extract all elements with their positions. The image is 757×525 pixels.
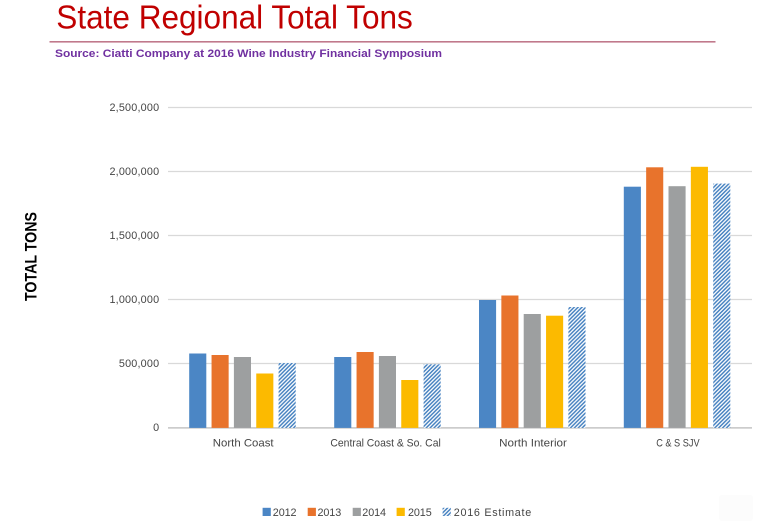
svg-text:2014: 2014 bbox=[362, 507, 386, 519]
svg-text:Central Coast & So. Cal: Central Coast & So. Cal bbox=[330, 438, 440, 450]
svg-text:C & S SJV: C & S SJV bbox=[656, 438, 700, 450]
svg-text:State Regional Total Tons: State Regional Total Tons bbox=[56, 0, 413, 37]
svg-text:500,000: 500,000 bbox=[119, 358, 159, 370]
svg-text:1,500,000: 1,500,000 bbox=[109, 230, 159, 242]
svg-text:North Coast: North Coast bbox=[213, 438, 274, 450]
svg-text:2,500,000: 2,500,000 bbox=[109, 102, 159, 114]
svg-text:2015: 2015 bbox=[408, 507, 432, 519]
svg-text:2,000,000: 2,000,000 bbox=[109, 166, 159, 178]
svg-text:2012: 2012 bbox=[273, 507, 297, 519]
svg-text:0: 0 bbox=[153, 422, 159, 434]
svg-text:North Interior: North Interior bbox=[499, 438, 567, 450]
svg-text:1,000,000: 1,000,000 bbox=[109, 294, 159, 306]
svg-text:2013: 2013 bbox=[318, 507, 342, 519]
svg-text:TOTAL TONS: TOTAL TONS bbox=[22, 212, 41, 301]
svg-text:2016 Estimate: 2016 Estimate bbox=[454, 507, 532, 519]
svg-text:Source: Ciatti Company at 2016: Source: Ciatti Company at 2016 Wine Indu… bbox=[55, 48, 442, 60]
